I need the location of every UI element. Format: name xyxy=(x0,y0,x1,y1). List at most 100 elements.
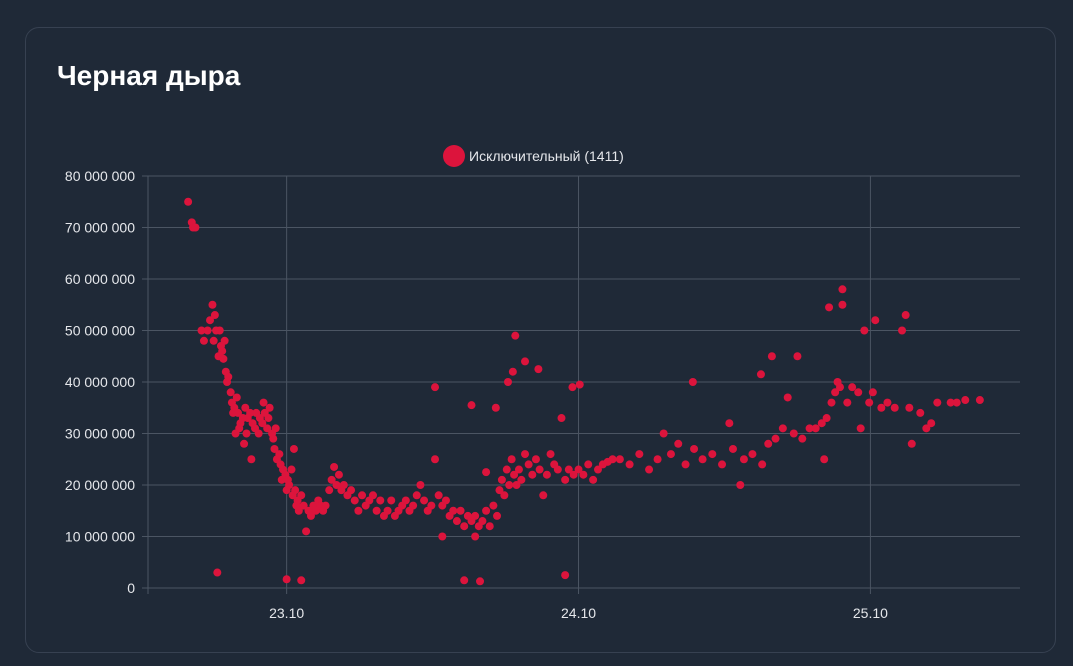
data-point xyxy=(409,501,418,510)
data-point xyxy=(219,354,228,363)
data-point xyxy=(561,571,570,580)
data-point xyxy=(674,439,683,448)
data-point xyxy=(208,300,217,309)
data-point xyxy=(291,486,300,495)
data-point xyxy=(242,429,251,438)
data-point xyxy=(299,501,308,510)
data-point xyxy=(645,465,654,474)
data-point xyxy=(485,522,494,531)
data-point xyxy=(905,403,914,412)
data-point xyxy=(311,506,320,515)
data-point xyxy=(539,491,548,500)
data-point xyxy=(811,424,820,433)
data-point xyxy=(524,460,533,469)
data-point xyxy=(820,455,829,464)
data-point xyxy=(901,311,910,320)
data-point xyxy=(334,470,343,479)
data-point xyxy=(877,403,886,412)
data-point xyxy=(933,398,942,407)
data-point xyxy=(332,481,341,489)
data-point xyxy=(427,501,436,510)
data-point xyxy=(690,444,699,453)
data-point xyxy=(512,481,521,489)
data-point xyxy=(306,511,315,520)
data-point xyxy=(890,403,899,412)
data-point xyxy=(822,414,831,423)
x-tick-label: 24.10 xyxy=(561,605,596,621)
data-point xyxy=(368,491,377,500)
data-point xyxy=(254,429,263,438)
data-point xyxy=(728,444,737,453)
data-point xyxy=(297,491,306,500)
data-point xyxy=(838,285,847,294)
data-point xyxy=(383,506,392,515)
data-point xyxy=(282,575,291,584)
data-point xyxy=(434,491,443,500)
data-point xyxy=(372,506,381,515)
data-point xyxy=(589,475,598,484)
data-point xyxy=(593,465,602,474)
data-point xyxy=(569,470,578,479)
data-point xyxy=(922,424,931,433)
data-point xyxy=(836,383,845,392)
data-point xyxy=(708,450,717,459)
data-point xyxy=(197,326,206,335)
data-point xyxy=(401,496,410,505)
data-point xyxy=(226,388,235,397)
data-point xyxy=(510,470,519,479)
data-point xyxy=(666,450,675,459)
data-point xyxy=(203,326,212,335)
data-point xyxy=(302,527,311,536)
data-point xyxy=(476,577,485,586)
data-point xyxy=(467,401,476,410)
data-point xyxy=(327,475,336,484)
y-tick-label: 20 000 000 xyxy=(65,477,135,493)
data-point xyxy=(961,396,970,405)
data-point xyxy=(764,439,773,448)
y-tick-label: 60 000 000 xyxy=(65,271,135,287)
data-point xyxy=(265,403,274,412)
data-point xyxy=(325,486,334,495)
data-point xyxy=(975,396,984,405)
data-point xyxy=(199,336,208,345)
data-point xyxy=(241,403,250,412)
data-point xyxy=(698,455,707,464)
data-point xyxy=(553,465,562,474)
data-point xyxy=(285,481,294,489)
data-point xyxy=(771,434,780,443)
data-point xyxy=(534,365,543,374)
y-tick-label: 70 000 000 xyxy=(65,220,135,236)
data-point xyxy=(482,506,491,515)
chart-card: Черная дыра xyxy=(25,27,1056,653)
data-point xyxy=(387,496,396,505)
y-tick-label: 50 000 000 xyxy=(65,323,135,339)
data-point xyxy=(431,383,440,392)
data-point xyxy=(653,455,662,464)
data-point xyxy=(843,398,852,407)
data-point xyxy=(542,470,551,479)
data-point xyxy=(535,465,544,474)
data-point xyxy=(449,506,458,515)
data-point xyxy=(805,424,814,433)
data-point xyxy=(756,370,765,379)
data-point xyxy=(460,522,469,531)
data-point xyxy=(736,481,745,489)
data-point xyxy=(860,326,869,335)
data-point xyxy=(330,462,339,471)
data-point xyxy=(246,408,255,417)
data-point xyxy=(271,424,280,433)
data-point xyxy=(635,450,644,459)
legend-label[interactable]: Исключительный (1411) xyxy=(469,148,624,164)
legend[interactable]: Исключительный (1411) xyxy=(443,145,624,167)
data-point xyxy=(471,532,480,541)
data-point xyxy=(952,398,961,407)
data-point xyxy=(725,419,734,428)
data-point xyxy=(347,486,356,495)
data-point xyxy=(376,496,385,505)
data-point xyxy=(568,383,577,392)
data-point xyxy=(191,223,200,232)
data-point xyxy=(871,316,880,325)
y-tick-label: 40 000 000 xyxy=(65,374,135,390)
data-point xyxy=(184,197,193,206)
data-point xyxy=(546,450,555,459)
